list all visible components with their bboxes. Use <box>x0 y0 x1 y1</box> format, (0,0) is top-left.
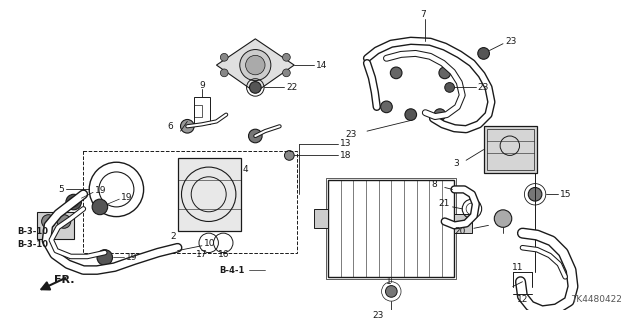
Circle shape <box>248 129 262 143</box>
Text: B-3-10: B-3-10 <box>17 240 49 249</box>
Circle shape <box>180 120 194 133</box>
Polygon shape <box>216 39 294 92</box>
Circle shape <box>445 83 454 92</box>
Bar <box>178 158 241 231</box>
Bar <box>194 105 202 116</box>
Bar <box>194 97 210 124</box>
Text: 15: 15 <box>561 190 572 199</box>
Bar <box>326 178 456 279</box>
Circle shape <box>434 109 445 121</box>
Circle shape <box>385 286 397 297</box>
Circle shape <box>69 197 79 207</box>
Text: 20: 20 <box>455 227 466 236</box>
Bar <box>484 126 537 173</box>
Circle shape <box>246 56 265 75</box>
Circle shape <box>284 151 294 160</box>
Bar <box>328 180 454 277</box>
Text: 7: 7 <box>420 10 426 19</box>
Circle shape <box>478 48 490 59</box>
Text: 2: 2 <box>171 232 177 241</box>
Bar <box>83 151 297 253</box>
Circle shape <box>42 215 55 228</box>
Text: 23: 23 <box>478 83 489 92</box>
Text: 10: 10 <box>204 239 215 248</box>
Text: 12: 12 <box>516 295 528 304</box>
Text: 6: 6 <box>167 122 173 131</box>
Text: 23: 23 <box>505 37 516 46</box>
Circle shape <box>381 101 392 113</box>
Text: 1: 1 <box>385 277 391 286</box>
Circle shape <box>240 49 271 81</box>
Circle shape <box>66 194 81 210</box>
Circle shape <box>390 67 402 79</box>
Circle shape <box>528 188 542 201</box>
Circle shape <box>282 69 291 77</box>
Text: 11: 11 <box>512 263 524 272</box>
Text: 23: 23 <box>372 311 383 319</box>
Bar <box>486 129 534 170</box>
Text: 19: 19 <box>95 186 106 195</box>
Text: 13: 13 <box>340 139 351 148</box>
Circle shape <box>282 53 291 61</box>
Text: 21: 21 <box>438 199 450 209</box>
Circle shape <box>220 69 228 77</box>
Text: 23: 23 <box>346 130 357 138</box>
Text: 3: 3 <box>454 159 460 168</box>
Circle shape <box>97 250 113 265</box>
Bar <box>36 212 74 239</box>
Circle shape <box>92 199 108 215</box>
Circle shape <box>57 215 71 228</box>
Circle shape <box>494 210 512 227</box>
Text: 9: 9 <box>199 81 205 90</box>
Circle shape <box>405 109 417 121</box>
Text: 18: 18 <box>340 151 351 160</box>
Text: 22: 22 <box>287 83 298 92</box>
Text: FR.: FR. <box>54 275 75 285</box>
Text: 14: 14 <box>316 61 327 70</box>
Text: 19: 19 <box>121 193 132 202</box>
Text: 19: 19 <box>126 253 138 262</box>
Text: B-3-10: B-3-10 <box>17 227 49 236</box>
Text: 5: 5 <box>58 185 64 194</box>
Text: TK4480422: TK4480422 <box>571 295 622 304</box>
Circle shape <box>250 82 261 93</box>
Bar <box>314 209 328 228</box>
Text: B-4-1: B-4-1 <box>220 265 244 275</box>
Text: 8: 8 <box>431 180 437 189</box>
Bar <box>454 214 472 233</box>
Text: 16: 16 <box>218 250 229 259</box>
Text: 17: 17 <box>196 250 207 259</box>
Text: 4: 4 <box>243 166 248 174</box>
Circle shape <box>220 53 228 61</box>
Circle shape <box>439 67 451 79</box>
